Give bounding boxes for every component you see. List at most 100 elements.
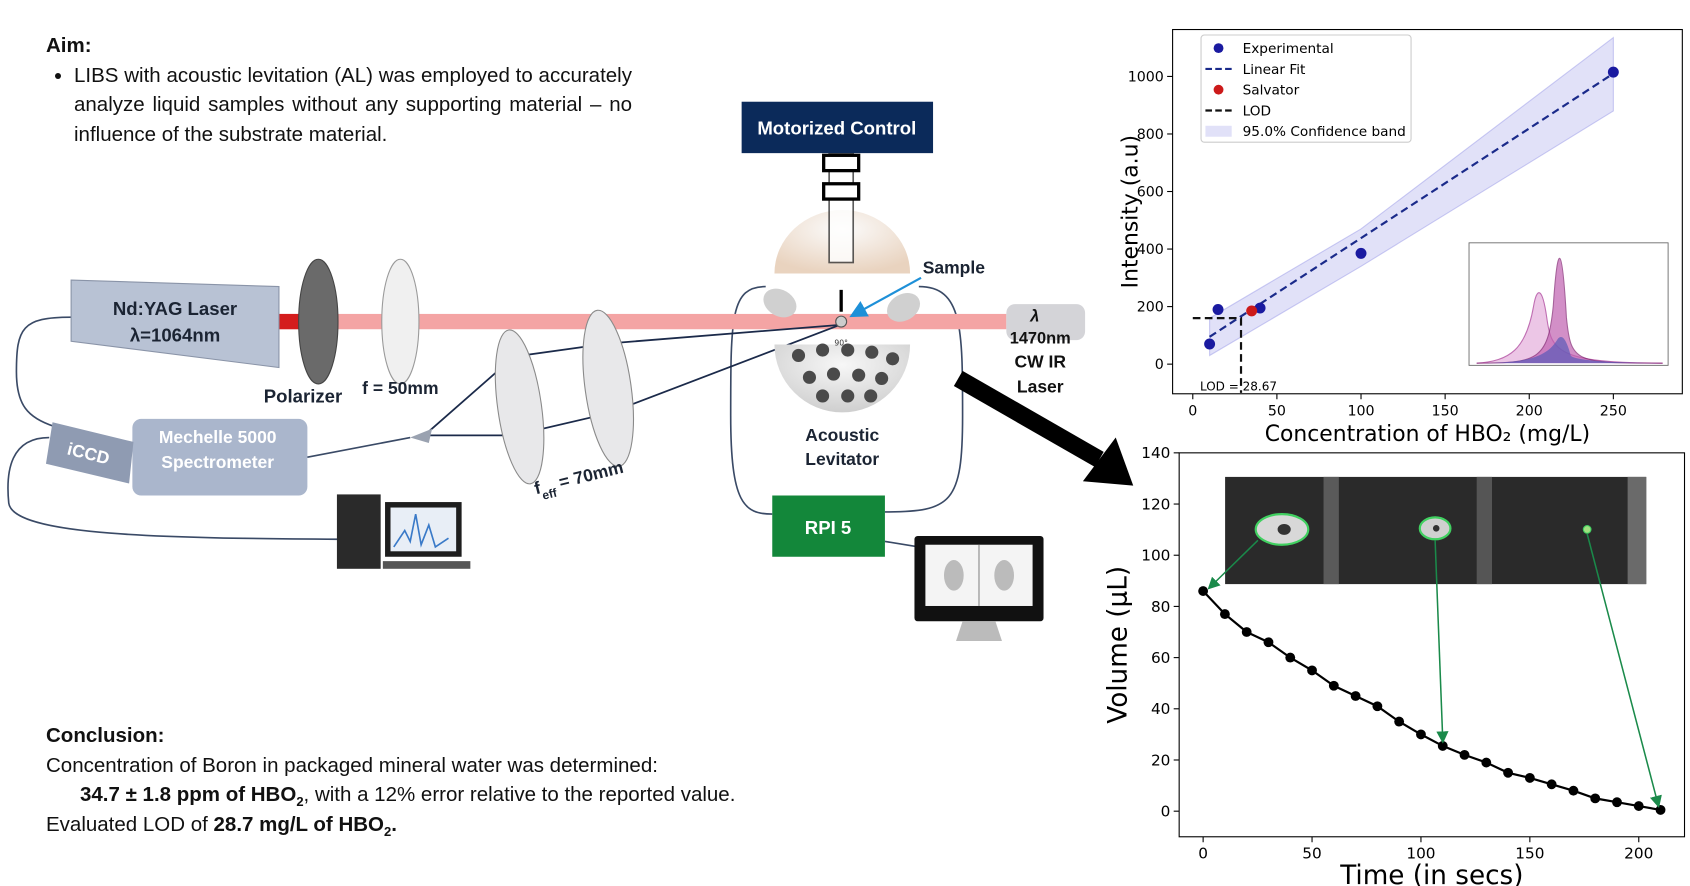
- conclusion-line: Evaluated LOD of 28.7 mg/L of HBO2.: [46, 810, 946, 840]
- x-tick-label: 50: [1302, 845, 1321, 863]
- conclusion-line: 34.7 ± 1.8 ppm of HBO2, with a 12% error…: [46, 780, 946, 810]
- legend-label: Linear Fit: [1243, 62, 1306, 78]
- lens2-label: feff = 70mm: [532, 457, 627, 504]
- subscript: 2: [384, 823, 392, 839]
- levitator-label: Acoustic: [805, 425, 879, 445]
- angle-label: 90°: [834, 339, 848, 348]
- data-point: [1212, 304, 1224, 315]
- data-point: [1285, 652, 1296, 663]
- aim-bullet: LIBS with acoustic levitation (AL) was e…: [74, 61, 632, 150]
- data-point: [1568, 785, 1579, 796]
- legend-box: [1200, 34, 1412, 143]
- data-point: [1372, 701, 1383, 712]
- data-point: [1633, 801, 1644, 811]
- data-point: [1204, 338, 1216, 350]
- laser-wavelength: λ=1064nm: [130, 324, 220, 345]
- levitator-label: Levitator: [805, 449, 879, 469]
- y-tick-label: 0: [1161, 803, 1171, 821]
- legend-label: Experimental: [1243, 41, 1334, 57]
- data-point: [1254, 302, 1266, 314]
- x-axis-label: Time (in secs): [1339, 861, 1523, 886]
- y-tick-label: 1000: [1128, 69, 1164, 85]
- droplet-images: [1207, 476, 1662, 809]
- data-point: [1437, 740, 1448, 751]
- lod-value: 28.7 mg/L of HBO: [213, 812, 385, 836]
- x-tick-label: 200: [1516, 404, 1543, 420]
- y-tick-label: 140: [1141, 444, 1170, 462]
- plot-area: [1192, 36, 1619, 393]
- sample-label: Sample: [923, 257, 986, 277]
- annotation: LOD = 28.67: [1200, 379, 1277, 393]
- y-tick-label: 200: [1137, 300, 1164, 316]
- legend-symbol: [1213, 43, 1224, 54]
- setup-diagram: Nd:YAG Laser λ=1064nm Polarizer f = 50mm…: [7, 101, 1134, 641]
- x-tick-label: 150: [1432, 404, 1459, 420]
- x-axis-label: Concentration of HBO₂ (mg/L): [1265, 422, 1590, 447]
- legend-label: Salvator: [1243, 83, 1300, 99]
- plot-frame: [1178, 452, 1686, 838]
- data-point: [1350, 691, 1361, 701]
- data-point: [1416, 729, 1426, 740]
- polarizer-label: Polarizer: [264, 386, 342, 407]
- data-point: [1503, 767, 1513, 778]
- lod-intro: Evaluated LOD of: [46, 812, 214, 836]
- laser-label: Nd:YAG Laser: [113, 298, 237, 319]
- conclusion-section: Conclusion: Concentration of Boron in pa…: [46, 721, 946, 839]
- data-point: [1607, 66, 1619, 78]
- legend-symbol: [1205, 125, 1232, 137]
- data-point: [1219, 609, 1230, 620]
- confidence-band: [1209, 36, 1614, 357]
- inset-spectrum: [1468, 242, 1669, 366]
- result: 34.7 ± 1.8 ppm of HBO: [80, 783, 297, 806]
- y-axis-label: Volume (μL): [1104, 566, 1134, 724]
- spectrometer-label: Mechelle 5000: [159, 427, 277, 447]
- y-tick-label: 40: [1151, 700, 1170, 718]
- data-point: [1655, 804, 1666, 815]
- fit-line: [1209, 72, 1614, 338]
- data-point: [1263, 637, 1274, 648]
- lens1-label: f = 50mm: [362, 378, 438, 398]
- result-note: , with a 12% error relative to the repor…: [303, 783, 736, 806]
- chart: 0 50 100 150 200 250 0 200 400 600 800 1000 Concentr…: [1119, 28, 1683, 447]
- aim-section: Aim: LIBS with acoustic levitation (AL) …: [46, 31, 632, 149]
- data-point: [1355, 247, 1367, 259]
- motorized-control-label: Motorized Control: [757, 118, 916, 139]
- data-point: [1590, 793, 1601, 804]
- x-tick-label: 100: [1347, 404, 1374, 420]
- data-point: [1612, 797, 1622, 808]
- conclusion-heading: Conclusion:: [46, 724, 165, 747]
- data-point: [1328, 680, 1339, 691]
- chart: 0 50 100 150 200 0 20 40 60 80 100 120 140 Time (in s…: [1104, 444, 1686, 886]
- y-tick-label: 60: [1151, 649, 1170, 667]
- x-tick-label: 150: [1515, 845, 1544, 863]
- fit-line: [1192, 317, 1243, 393]
- y-tick-label: 120: [1141, 495, 1170, 513]
- data-point: [1459, 749, 1470, 760]
- volume-line: [1202, 590, 1661, 811]
- spectrometer-label: Spectrometer: [161, 452, 274, 472]
- conclusion-line: Concentration of Boron in packaged miner…: [46, 753, 658, 777]
- subscript: 2: [296, 794, 304, 810]
- legend-label: LOD: [1243, 103, 1271, 119]
- plot-frame: [1172, 28, 1683, 395]
- data-point: [1307, 665, 1317, 676]
- data-point: [1394, 716, 1405, 727]
- x-tick-label: 0: [1188, 404, 1197, 420]
- cw-laser-label: Laser: [1017, 377, 1064, 397]
- y-tick-label: 80: [1151, 598, 1170, 616]
- aim-heading: Aim:: [46, 34, 92, 57]
- data-point: [1481, 757, 1492, 768]
- data-point: [1198, 586, 1209, 596]
- legend-label: 95.0% Confidence band: [1243, 124, 1406, 140]
- data-point: [1546, 779, 1557, 790]
- x-tick-label: 100: [1406, 845, 1435, 863]
- cw-laser-label: CW IR: [1014, 352, 1066, 372]
- x-tick-label: 200: [1624, 845, 1653, 863]
- period: .: [391, 812, 397, 836]
- y-tick-label: 100: [1141, 547, 1170, 565]
- y-axis-label: Intensity (a.u): [1119, 135, 1144, 288]
- data-point: [1241, 627, 1252, 637]
- data-point: [1246, 305, 1258, 317]
